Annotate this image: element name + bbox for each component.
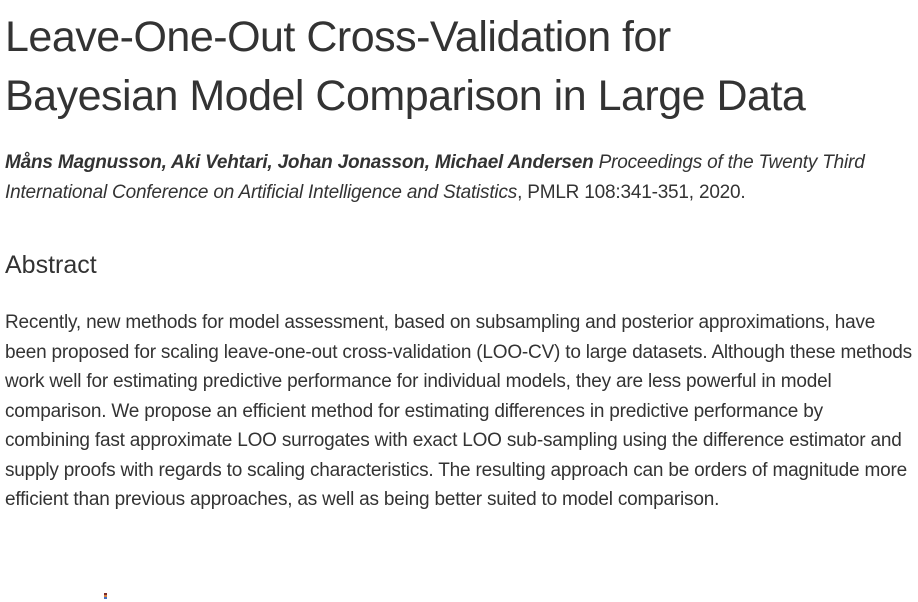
clipped-content-sliver (104, 593, 107, 599)
authors-citation-line: Måns Magnusson, Aki Vehtari, Johan Jonas… (5, 148, 885, 208)
abstract-heading: Abstract (5, 251, 97, 279)
author-names: Måns Magnusson, Aki Vehtari, Johan Jonas… (5, 152, 594, 173)
citation-info: , PMLR 108:341-351, 2020. (517, 182, 746, 203)
page-content: Leave-One-Out Cross-Validation for Bayes… (0, 8, 918, 515)
proceedings-name: Proceedings of the Twenty Third Internat… (5, 152, 865, 203)
abstract-text: Recently, new methods for model assessme… (5, 312, 912, 510)
paper-title: Leave-One-Out Cross-Validation for Bayes… (5, 13, 806, 120)
